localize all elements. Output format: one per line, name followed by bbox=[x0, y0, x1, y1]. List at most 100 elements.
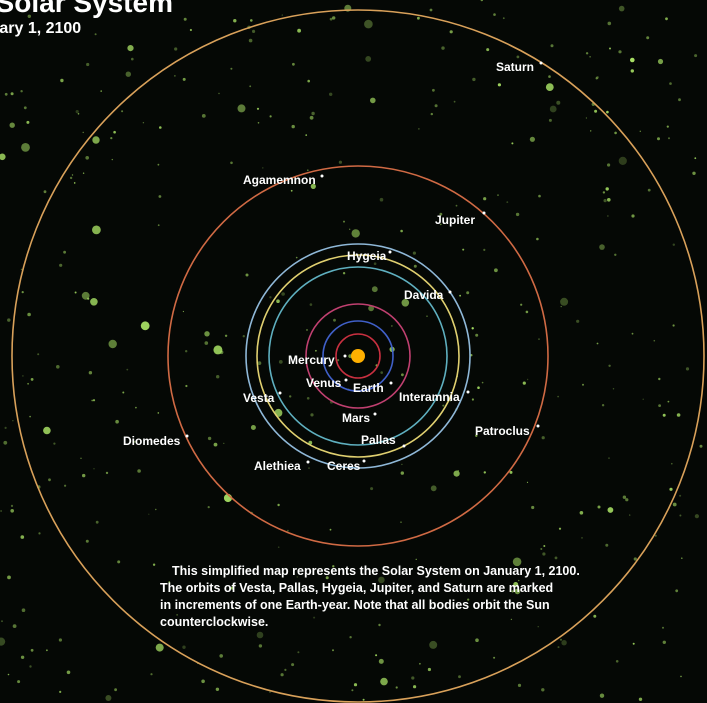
star bbox=[31, 649, 34, 652]
star bbox=[110, 137, 112, 139]
star bbox=[493, 657, 495, 659]
star bbox=[109, 340, 117, 348]
star bbox=[106, 472, 108, 474]
body-dot bbox=[345, 379, 348, 382]
star bbox=[498, 83, 501, 86]
star bbox=[112, 159, 113, 160]
star bbox=[665, 17, 668, 20]
star bbox=[477, 386, 480, 389]
star bbox=[63, 251, 66, 254]
body-dot bbox=[483, 212, 486, 215]
star bbox=[590, 130, 591, 131]
star bbox=[310, 116, 314, 120]
star bbox=[654, 340, 656, 342]
star bbox=[632, 333, 634, 335]
star bbox=[657, 137, 660, 140]
star bbox=[332, 16, 335, 19]
star bbox=[623, 496, 626, 499]
star bbox=[72, 174, 73, 175]
star bbox=[527, 379, 528, 380]
star bbox=[555, 557, 558, 560]
star bbox=[639, 698, 642, 701]
star bbox=[483, 249, 485, 251]
star bbox=[90, 298, 98, 306]
star bbox=[93, 399, 95, 401]
star bbox=[372, 286, 378, 292]
star bbox=[270, 115, 272, 117]
star bbox=[86, 540, 89, 543]
star bbox=[401, 464, 402, 465]
star bbox=[126, 369, 128, 371]
star bbox=[281, 673, 284, 676]
star bbox=[21, 143, 30, 152]
star bbox=[608, 457, 610, 459]
subtitle: January 1, 2100 bbox=[0, 20, 81, 37]
star bbox=[158, 412, 160, 414]
star bbox=[259, 644, 262, 647]
star bbox=[599, 244, 605, 250]
star bbox=[17, 680, 20, 683]
star bbox=[631, 69, 634, 72]
star bbox=[673, 244, 675, 246]
star bbox=[115, 420, 119, 424]
solar-system-map: The Solar System January 1, 2100 Saturn … bbox=[0, 0, 707, 703]
star bbox=[700, 445, 703, 448]
star bbox=[400, 230, 403, 233]
body-label: Agamemnon bbox=[243, 173, 316, 187]
star bbox=[673, 503, 677, 507]
star bbox=[608, 22, 612, 26]
star bbox=[258, 122, 260, 124]
star bbox=[379, 659, 384, 664]
body-label: Diomedes bbox=[123, 434, 181, 448]
star bbox=[93, 468, 94, 469]
star bbox=[454, 101, 456, 103]
star bbox=[616, 660, 619, 663]
star bbox=[546, 83, 554, 91]
star bbox=[557, 396, 559, 398]
star bbox=[91, 400, 93, 402]
star bbox=[619, 157, 627, 165]
star bbox=[511, 619, 512, 620]
star bbox=[608, 507, 614, 513]
body-dot bbox=[540, 62, 543, 65]
star bbox=[351, 689, 353, 691]
star bbox=[518, 684, 521, 687]
star bbox=[182, 646, 185, 649]
star bbox=[82, 474, 85, 477]
star bbox=[155, 509, 156, 510]
star bbox=[375, 654, 377, 656]
star bbox=[56, 365, 60, 369]
star bbox=[292, 63, 295, 66]
star bbox=[354, 683, 357, 686]
star bbox=[435, 104, 438, 107]
star bbox=[549, 119, 552, 122]
star bbox=[223, 443, 224, 444]
star bbox=[668, 401, 670, 403]
star bbox=[431, 485, 437, 491]
body-dot bbox=[449, 291, 452, 294]
caption-line: The orbits of Vesta, Pallas, Hygeia, Jup… bbox=[160, 581, 553, 595]
body-label: Patroclus bbox=[475, 424, 530, 438]
star bbox=[190, 29, 192, 31]
star bbox=[343, 272, 345, 274]
star bbox=[43, 427, 51, 435]
star bbox=[538, 195, 541, 198]
star bbox=[630, 58, 635, 63]
star bbox=[459, 295, 461, 297]
star bbox=[214, 443, 218, 447]
star bbox=[494, 268, 498, 272]
star bbox=[7, 576, 11, 580]
star bbox=[401, 373, 404, 376]
star bbox=[159, 126, 162, 129]
star bbox=[297, 29, 301, 33]
star bbox=[22, 608, 26, 612]
star bbox=[625, 498, 628, 501]
body-dot bbox=[363, 460, 366, 463]
star bbox=[183, 311, 184, 312]
star bbox=[598, 506, 601, 509]
star bbox=[556, 101, 560, 105]
star bbox=[291, 190, 293, 192]
body-label: Alethiea bbox=[254, 459, 301, 473]
star bbox=[310, 303, 313, 306]
star bbox=[185, 350, 187, 352]
